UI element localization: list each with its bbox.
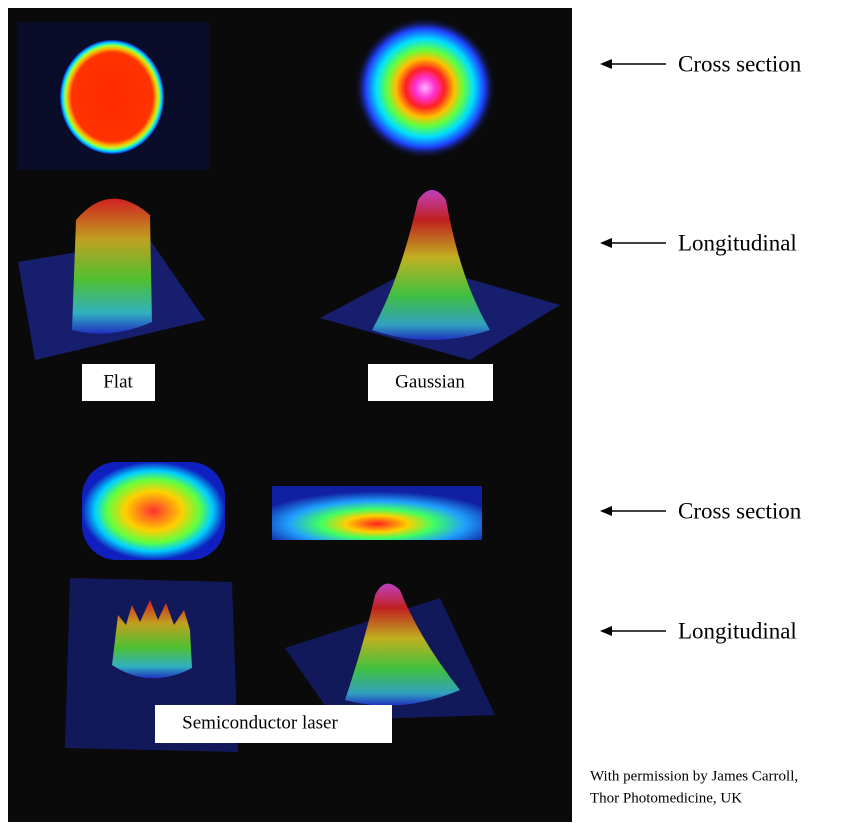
label: Gaussian bbox=[395, 371, 465, 392]
semi-cross-section-2 bbox=[272, 486, 482, 540]
arrow bbox=[606, 63, 666, 632]
credit: Thor Photomedicine, UK bbox=[590, 790, 742, 806]
semi-longitudinal bbox=[112, 600, 192, 679]
arrowhead bbox=[600, 59, 612, 636]
semi-longitudinal-2 bbox=[345, 583, 460, 706]
annotation: Cross section bbox=[678, 498, 802, 523]
label-box bbox=[82, 364, 155, 401]
gaussian-longitudinal bbox=[372, 190, 490, 340]
semi-cross-section bbox=[82, 462, 225, 560]
label: Flat bbox=[103, 371, 133, 392]
annotation: Longitudinal bbox=[678, 230, 797, 255]
annotation: Longitudinal bbox=[678, 618, 797, 643]
annotation: Cross section bbox=[678, 51, 802, 76]
flat-cross-section bbox=[60, 40, 164, 154]
flat-longitudinal bbox=[72, 198, 152, 334]
label: Semiconductor laser bbox=[182, 712, 338, 733]
credit: With permission by James Carroll, bbox=[590, 768, 798, 784]
label-box bbox=[155, 705, 392, 743]
label-box bbox=[368, 364, 493, 401]
gaussian-cross-section bbox=[355, 18, 495, 158]
